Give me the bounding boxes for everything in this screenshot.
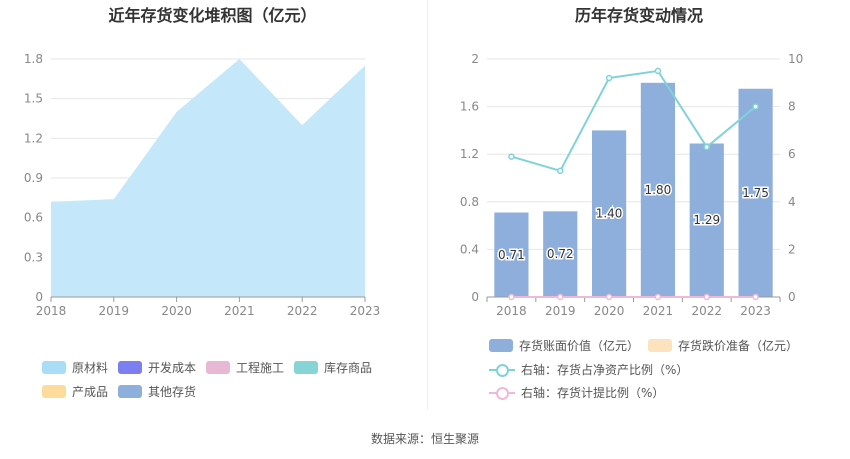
left-x-tick-label: 2020: [161, 304, 192, 318]
right-right-y-tick-label: 6: [788, 147, 796, 161]
legend-item-ratio-net-assets[interactable]: 右轴：存货占净资产比例（%）: [489, 361, 688, 378]
legend-swatch: [118, 361, 142, 374]
right-left-y-tick-label: 1.2: [460, 147, 479, 161]
line-ratio-net-assets: [511, 69, 757, 173]
left-y-tick-label: 0: [35, 290, 43, 304]
legend-label: 原材料: [72, 361, 109, 375]
right-left-y-tick-label: 0.4: [460, 242, 479, 256]
point-provision-ratio: [703, 293, 710, 301]
legend-label: 右轴：存货计提比例（%）: [521, 386, 665, 400]
right-x-tick-label: 2018: [496, 304, 527, 318]
chart-divider: [427, 0, 428, 410]
legend-item-impairment[interactable]: 存货跌价准备（亿元）: [648, 337, 798, 354]
right-left-y-tick-label: 2: [471, 52, 479, 66]
left-x-tick-label: 2019: [99, 304, 130, 318]
legend-label: 产成品: [72, 385, 109, 399]
right-right-y-tick-label: 8: [788, 100, 796, 114]
bar-value-label: 1.40: [596, 207, 623, 221]
legend-line-swatch: [489, 363, 515, 377]
area-series-raw-materials: [51, 59, 365, 297]
right-chart-title: 历年存货变动情况: [574, 6, 703, 25]
right-right-y-tick-label: 10: [788, 52, 803, 66]
point-ratio-net-assets: [605, 74, 613, 82]
legend-swatch: [648, 339, 672, 352]
right-x-tick-label: 2019: [545, 304, 576, 318]
bar-value-label: 1.75: [742, 186, 769, 200]
left-y-tick-label: 0.6: [24, 211, 43, 225]
right-left-y-tick-label: 0: [471, 290, 479, 304]
point-provision-ratio: [605, 293, 613, 301]
left-x-tick-label: 2021: [224, 304, 255, 318]
bar-book-value: [591, 130, 627, 297]
left-y-tick-label: 1.2: [24, 131, 43, 145]
point-ratio-net-assets: [703, 143, 710, 151]
bar-value-label: 0.71: [498, 248, 525, 262]
legend-item-stock-goods[interactable]: 库存商品: [294, 359, 372, 376]
right-x-tick-label: 2023: [740, 304, 771, 318]
legend-item-provision-ratio[interactable]: 右轴：存货计提比例（%）: [489, 384, 664, 401]
left-x-tick-label: 2022: [287, 304, 318, 318]
right-x-tick-label: 2020: [594, 304, 625, 318]
legend-line-swatch: [489, 386, 515, 400]
point-provision-ratio: [752, 293, 759, 301]
left-y-tick-label: 1.8: [24, 52, 43, 66]
point-provision-ratio: [654, 293, 662, 301]
legend-item-finished-goods[interactable]: 产成品: [42, 383, 108, 400]
legend-label: 存货跌价准备（亿元）: [678, 339, 799, 353]
left-y-tick-label: 0.9: [24, 171, 43, 185]
legend-label: 库存商品: [324, 361, 373, 375]
legend-item-construction[interactable]: 工程施工: [206, 359, 284, 376]
bar-book-value: [640, 82, 676, 297]
bar-value-label: 1.80: [645, 183, 672, 197]
legend-item-other-inventory[interactable]: 其他存货: [118, 383, 196, 400]
legend-item-book-value[interactable]: 存货账面价值（亿元）: [489, 337, 639, 354]
legend-swatch: [42, 385, 66, 398]
bar-book-value: [738, 88, 773, 297]
bar-book-value: [689, 143, 724, 297]
legend-swatch: [294, 361, 318, 374]
right-left-y-tick-label: 0.8: [460, 195, 479, 209]
bar-value-label: 1.29: [693, 213, 720, 227]
point-ratio-net-assets: [508, 153, 515, 160]
legend-swatch: [42, 361, 66, 374]
bar-book-value: [543, 211, 578, 297]
point-ratio-net-assets: [752, 103, 759, 110]
right-left-y-tick-label: 1.6: [460, 100, 479, 114]
right-right-y-tick-label: 0: [788, 290, 796, 304]
legend-item-development-cost[interactable]: 开发成本: [118, 359, 196, 376]
point-ratio-net-assets: [557, 167, 564, 175]
legend-swatch: [489, 339, 513, 352]
right-x-tick-label: 2021: [643, 304, 674, 318]
bar-book-value: [494, 212, 529, 297]
data-source-note: 数据来源：恒生聚源: [370, 432, 479, 446]
point-provision-ratio: [557, 293, 564, 301]
left-chart-title: 近年存货变化堆积图（亿元）: [108, 6, 317, 25]
legend-label: 工程施工: [236, 361, 285, 375]
left-y-tick-label: 0.3: [24, 250, 43, 264]
legend-label: 右轴：存货占净资产比例（%）: [521, 363, 689, 377]
right-x-tick-label: 2022: [691, 304, 722, 318]
point-provision-ratio: [508, 293, 515, 301]
point-ratio-net-assets: [654, 67, 662, 75]
left-x-tick-label: 2018: [36, 304, 67, 318]
right-right-y-tick-label: 2: [788, 242, 796, 256]
legend-label: 开发成本: [148, 361, 197, 375]
legend-swatch: [206, 361, 230, 374]
legend-label: 其他存货: [148, 385, 197, 399]
legend-item-raw-materials[interactable]: 原材料: [42, 359, 108, 376]
left-y-tick-label: 1.5: [24, 92, 43, 106]
bar-value-label: 0.72: [547, 247, 574, 261]
right-right-y-tick-label: 4: [788, 195, 796, 209]
left-x-tick-label: 2023: [350, 304, 381, 318]
legend-label: 存货账面价值（亿元）: [519, 339, 640, 353]
legend-swatch: [118, 385, 142, 398]
